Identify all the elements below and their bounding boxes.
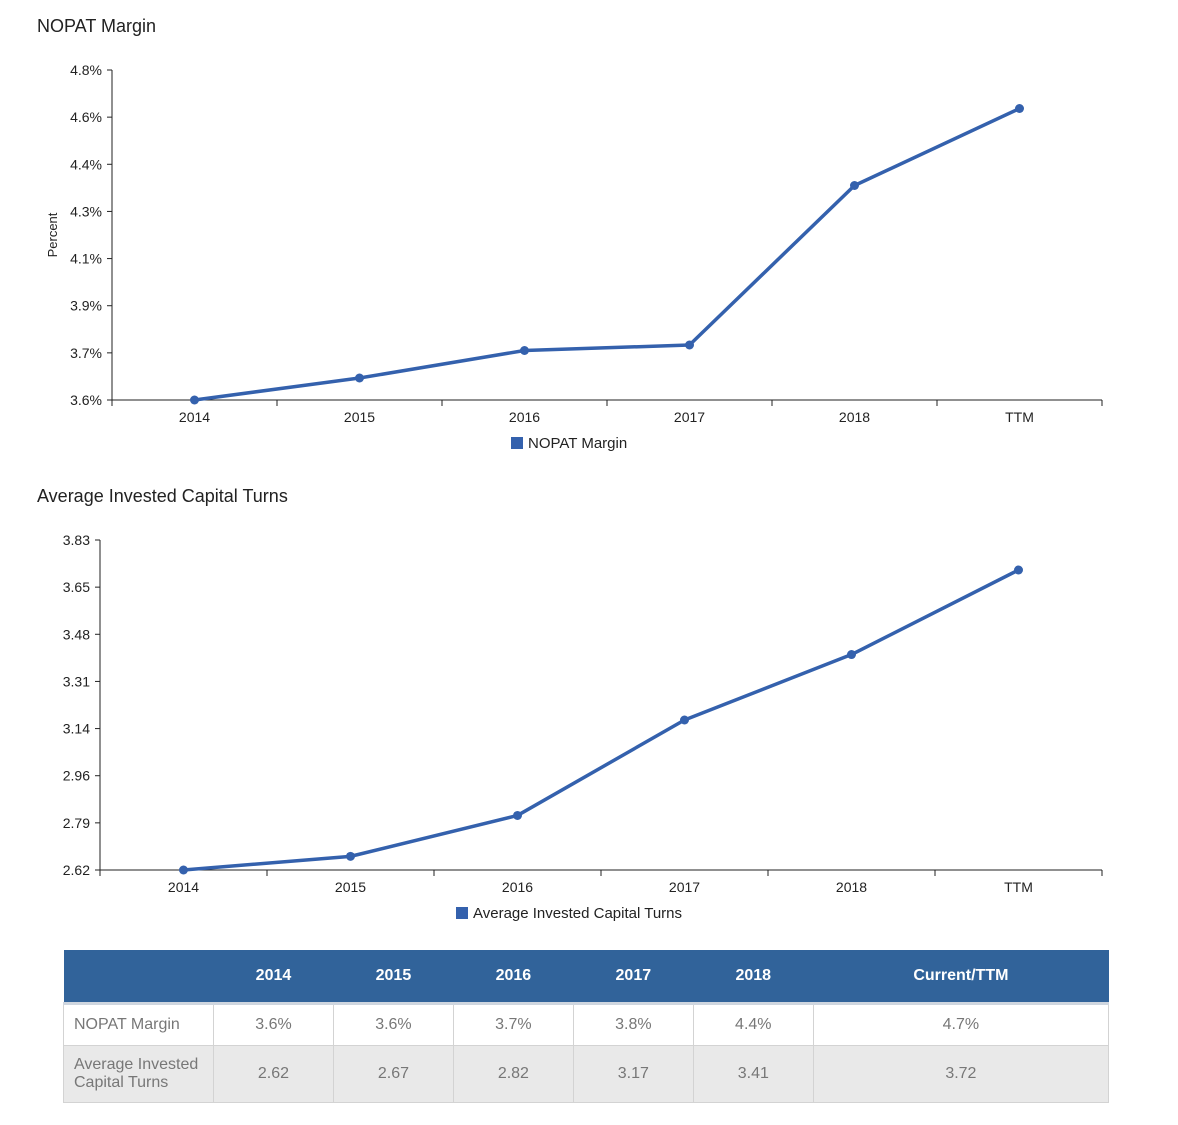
- data-point: [1015, 104, 1024, 113]
- table-header-cell: 2014: [213, 950, 334, 1005]
- data-point: [850, 181, 859, 190]
- table-cell: 4.4%: [692, 1003, 814, 1046]
- legend-label: Average Invested Capital Turns: [473, 905, 682, 922]
- table-header-cell: 2015: [333, 950, 454, 1005]
- table-cell: 2.82: [452, 1045, 574, 1103]
- x-tick-label: 2016: [509, 409, 540, 425]
- data-point: [355, 373, 364, 383]
- table-cell: 3.7%: [452, 1003, 574, 1046]
- y-tick-label: 3.83: [63, 532, 90, 548]
- x-tick-label: 2015: [335, 879, 366, 895]
- y-tick-label: 4.8%: [70, 62, 102, 78]
- y-tick-label: 3.14: [63, 721, 90, 737]
- legend-label: NOPAT Margin: [528, 435, 627, 452]
- x-tick-label: 2016: [502, 879, 533, 895]
- series-line: [183, 568, 1020, 872]
- table-cell: 2.62: [213, 1045, 334, 1103]
- y-tick-label: 3.6%: [70, 392, 102, 408]
- table-header-cell: Current/TTM: [813, 950, 1109, 1005]
- data-point: [847, 650, 856, 660]
- x-tick-label: TTM: [1004, 879, 1033, 895]
- row-label-nopat-margin: NOPAT Margin: [63, 1003, 214, 1046]
- x-tick-label: 2015: [344, 409, 375, 425]
- y-tick-label: 4.4%: [70, 156, 102, 172]
- y-tick-label: 2.79: [63, 815, 90, 831]
- x-tick-label: 2017: [669, 879, 700, 895]
- y-tick-label: 4.1%: [70, 251, 102, 267]
- chart-title-nopat-margin: NOPAT Margin: [37, 16, 157, 36]
- y-tick-label: 3.7%: [70, 345, 102, 361]
- data-point: [680, 715, 689, 725]
- x-tick-label: 2018: [839, 409, 870, 425]
- chart-title-capital-turns: Average Invested Capital Turns: [37, 486, 288, 506]
- table-row: NOPAT Margin 3.6% 3.6% 3.7% 3.8% 4.4% 4.…: [63, 1003, 1110, 1046]
- x-tick-label: 2017: [674, 409, 705, 425]
- series-line: [194, 106, 1021, 402]
- y-tick-label: 3.65: [63, 579, 90, 595]
- y-axis-label: Percent: [45, 212, 60, 257]
- table-header-cell: [63, 950, 214, 1005]
- table-cell: 3.8%: [572, 1003, 694, 1046]
- y-tick-label: 2.96: [63, 768, 90, 784]
- data-point: [1014, 565, 1023, 575]
- table-header-cell: 2017: [573, 950, 694, 1005]
- capital-turns-chart: 2.62 2.79 2.96 3.14 3.31 3.48 3.65 3.83 2014 2015…: [63, 532, 1103, 922]
- data-point: [346, 851, 355, 861]
- y-tick-label: 4.3%: [70, 203, 102, 219]
- y-tick-label: 2.62: [63, 862, 90, 878]
- x-tick-label: 2014: [179, 409, 210, 425]
- legend-swatch: [456, 907, 468, 919]
- x-tick-label: 2018: [836, 879, 867, 895]
- table-cell: 3.6%: [213, 1003, 334, 1046]
- table-header-cell: 2016: [453, 950, 574, 1005]
- data-point: [190, 395, 199, 405]
- table-cell: 3.6%: [332, 1003, 454, 1046]
- summary-table: 2014 2015 2016 2017 2018 Current/TTM NOP…: [63, 950, 1110, 1103]
- y-tick-label: 3.31: [63, 673, 90, 689]
- table-cell: 3.72: [812, 1045, 1110, 1103]
- y-tick-label: 4.6%: [70, 109, 102, 125]
- table-header-row: 2014 2015 2016 2017 2018 Current/TTM: [63, 950, 1109, 1005]
- data-point: [520, 346, 529, 355]
- y-tick-label: 3.9%: [70, 298, 102, 314]
- table-cell: 3.17: [572, 1045, 694, 1103]
- x-tick-label: TTM: [1005, 409, 1034, 425]
- x-tick-label: 2014: [168, 879, 199, 895]
- data-point: [513, 810, 522, 820]
- row-label-capital-turns: Average Invested Capital Turns: [63, 1045, 214, 1103]
- table-cell: 4.7%: [812, 1003, 1110, 1046]
- table-row: Average Invested Capital Turns 2.62 2.67…: [63, 1045, 1110, 1103]
- legend-swatch: [511, 437, 523, 449]
- table-header-cell: 2018: [693, 950, 814, 1005]
- table-cell: 3.41: [692, 1045, 814, 1103]
- table-cell: 2.67: [332, 1045, 454, 1103]
- data-point: [685, 340, 694, 350]
- y-tick-label: 3.48: [63, 626, 90, 642]
- data-point: [179, 865, 188, 875]
- nopat-margin-chart: 3.6% 3.7% 3.9% 4.1% 4.3% 4.4% 4.6% 4.8% 2014 2015…: [45, 62, 1103, 452]
